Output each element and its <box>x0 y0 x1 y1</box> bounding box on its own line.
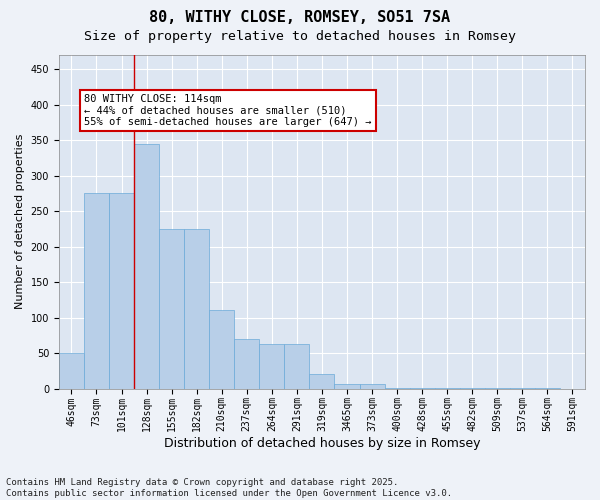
Bar <box>59 353 84 388</box>
Bar <box>84 194 109 388</box>
Y-axis label: Number of detached properties: Number of detached properties <box>15 134 25 310</box>
Bar <box>359 384 385 388</box>
Bar <box>184 229 209 388</box>
Bar <box>234 339 259 388</box>
Bar <box>109 194 134 388</box>
Text: 80, WITHY CLOSE, ROMSEY, SO51 7SA: 80, WITHY CLOSE, ROMSEY, SO51 7SA <box>149 10 451 25</box>
Text: Size of property relative to detached houses in Romsey: Size of property relative to detached ho… <box>84 30 516 43</box>
Bar <box>310 374 334 388</box>
Text: Contains HM Land Registry data © Crown copyright and database right 2025.
Contai: Contains HM Land Registry data © Crown c… <box>6 478 452 498</box>
Bar <box>134 144 159 388</box>
Bar <box>284 344 310 389</box>
Bar <box>259 344 284 389</box>
X-axis label: Distribution of detached houses by size in Romsey: Distribution of detached houses by size … <box>164 437 480 450</box>
Bar <box>209 310 234 388</box>
Bar <box>159 229 184 388</box>
Bar <box>334 384 359 388</box>
Text: 80 WITHY CLOSE: 114sqm
← 44% of detached houses are smaller (510)
55% of semi-de: 80 WITHY CLOSE: 114sqm ← 44% of detached… <box>84 94 371 127</box>
